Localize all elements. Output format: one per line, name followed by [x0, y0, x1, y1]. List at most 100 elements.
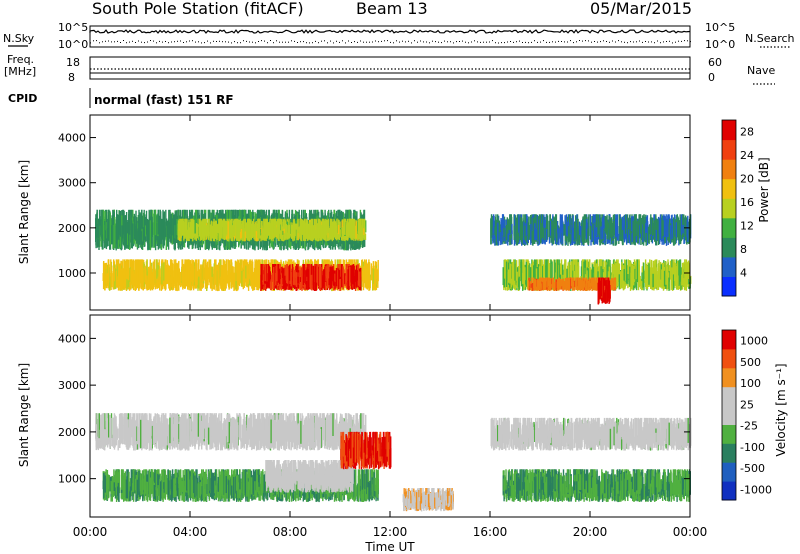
nsearch-dot [288, 41, 289, 43]
nsearch-dot [441, 42, 442, 44]
power-cell [181, 259, 183, 282]
power-cell [255, 224, 257, 238]
power-cell [261, 221, 263, 240]
power-cell [112, 224, 114, 249]
power-cell [172, 276, 175, 290]
power-cell [515, 228, 517, 240]
power-cell [217, 270, 219, 290]
nsearch-dot [387, 40, 388, 42]
power-cell [235, 218, 237, 233]
nsearch-label: N.Search [745, 32, 795, 45]
power-cell [366, 272, 368, 288]
power-cell [114, 216, 116, 249]
nsearch-dot [561, 41, 562, 42]
power-cell [245, 228, 248, 239]
power-cell [302, 266, 305, 285]
power-cell [269, 267, 271, 282]
power-cell [686, 220, 688, 238]
power-cell [299, 282, 302, 290]
power-cell [134, 259, 137, 280]
power-cell [315, 230, 317, 241]
nsearch-dot [315, 40, 316, 42]
nsearch-dot [249, 41, 250, 43]
power-cell [354, 225, 356, 239]
power-cell [208, 259, 210, 280]
power-cell [136, 259, 139, 279]
nsearch-dot [687, 40, 688, 42]
nsearch-dot [408, 40, 409, 42]
power-cell [315, 273, 317, 291]
power-cell [341, 278, 343, 287]
power-cell [316, 264, 318, 281]
nsearch-dot [477, 41, 478, 43]
power-cell [262, 264, 264, 282]
power-cell [133, 213, 136, 236]
power-cell [195, 223, 197, 241]
power-cell [220, 265, 222, 279]
power-cell [96, 209, 98, 238]
power-cell [139, 278, 141, 289]
nsearch-dot [273, 42, 274, 44]
power-cell [211, 233, 213, 250]
power-cell [308, 269, 310, 286]
nsearch-dot [126, 42, 127, 44]
power-cell [232, 275, 234, 288]
power-cell [364, 268, 367, 288]
freq-frame [89, 56, 691, 80]
nsearch-dot [171, 41, 172, 43]
power-cell [136, 217, 138, 244]
power-cell [357, 238, 359, 249]
power-cell [320, 267, 322, 288]
power-cell [97, 223, 99, 239]
power-cell [238, 268, 241, 287]
nsearch-dot [111, 41, 112, 43]
power-cell [269, 222, 271, 235]
cpid-strip: CPID normal (fast) 151 RF [8, 88, 234, 108]
power-cell [334, 281, 336, 290]
power-cell [214, 227, 216, 234]
power-cell [226, 225, 228, 234]
power-cell [237, 279, 239, 290]
power-cell [113, 267, 115, 282]
power-cell [289, 218, 291, 234]
power-cell [344, 239, 347, 250]
power-cell [204, 273, 207, 289]
nsearch-dot [675, 41, 676, 43]
power-cell [101, 225, 103, 249]
power-cell [267, 273, 269, 283]
power-cell [262, 228, 264, 236]
nsearch-dot [216, 41, 217, 42]
power-cell [359, 218, 362, 234]
power-cell [294, 223, 296, 234]
power-cell [116, 276, 118, 287]
power-cell [374, 266, 376, 291]
power-cell [597, 214, 600, 235]
nsearch-dot [348, 40, 349, 42]
nsearch-dot [495, 42, 496, 44]
power-cell [184, 218, 187, 233]
nsearch-dot [525, 41, 526, 43]
power-cell [363, 228, 365, 235]
power-cell [304, 220, 306, 236]
nsearch-dot [237, 42, 238, 44]
power-cell [355, 277, 357, 288]
power-cell [248, 219, 251, 233]
nsearch-dot [291, 40, 292, 42]
power-cell [128, 230, 131, 250]
nsky-frame [89, 25, 691, 48]
power-cell [211, 276, 213, 291]
power-cell [361, 225, 363, 239]
power-cell [602, 215, 605, 234]
nsearch-dot [363, 41, 364, 43]
nsearch-dot [636, 41, 637, 43]
nsearch-dot [138, 40, 139, 42]
power-cell [536, 215, 539, 239]
power-cell [322, 269, 325, 287]
nsearch-dot [471, 41, 472, 43]
power-cell [297, 276, 299, 284]
power-cell [179, 231, 181, 238]
nsearch-dot [648, 41, 649, 43]
power-cell [175, 220, 177, 241]
nsearch-dot [660, 42, 661, 44]
